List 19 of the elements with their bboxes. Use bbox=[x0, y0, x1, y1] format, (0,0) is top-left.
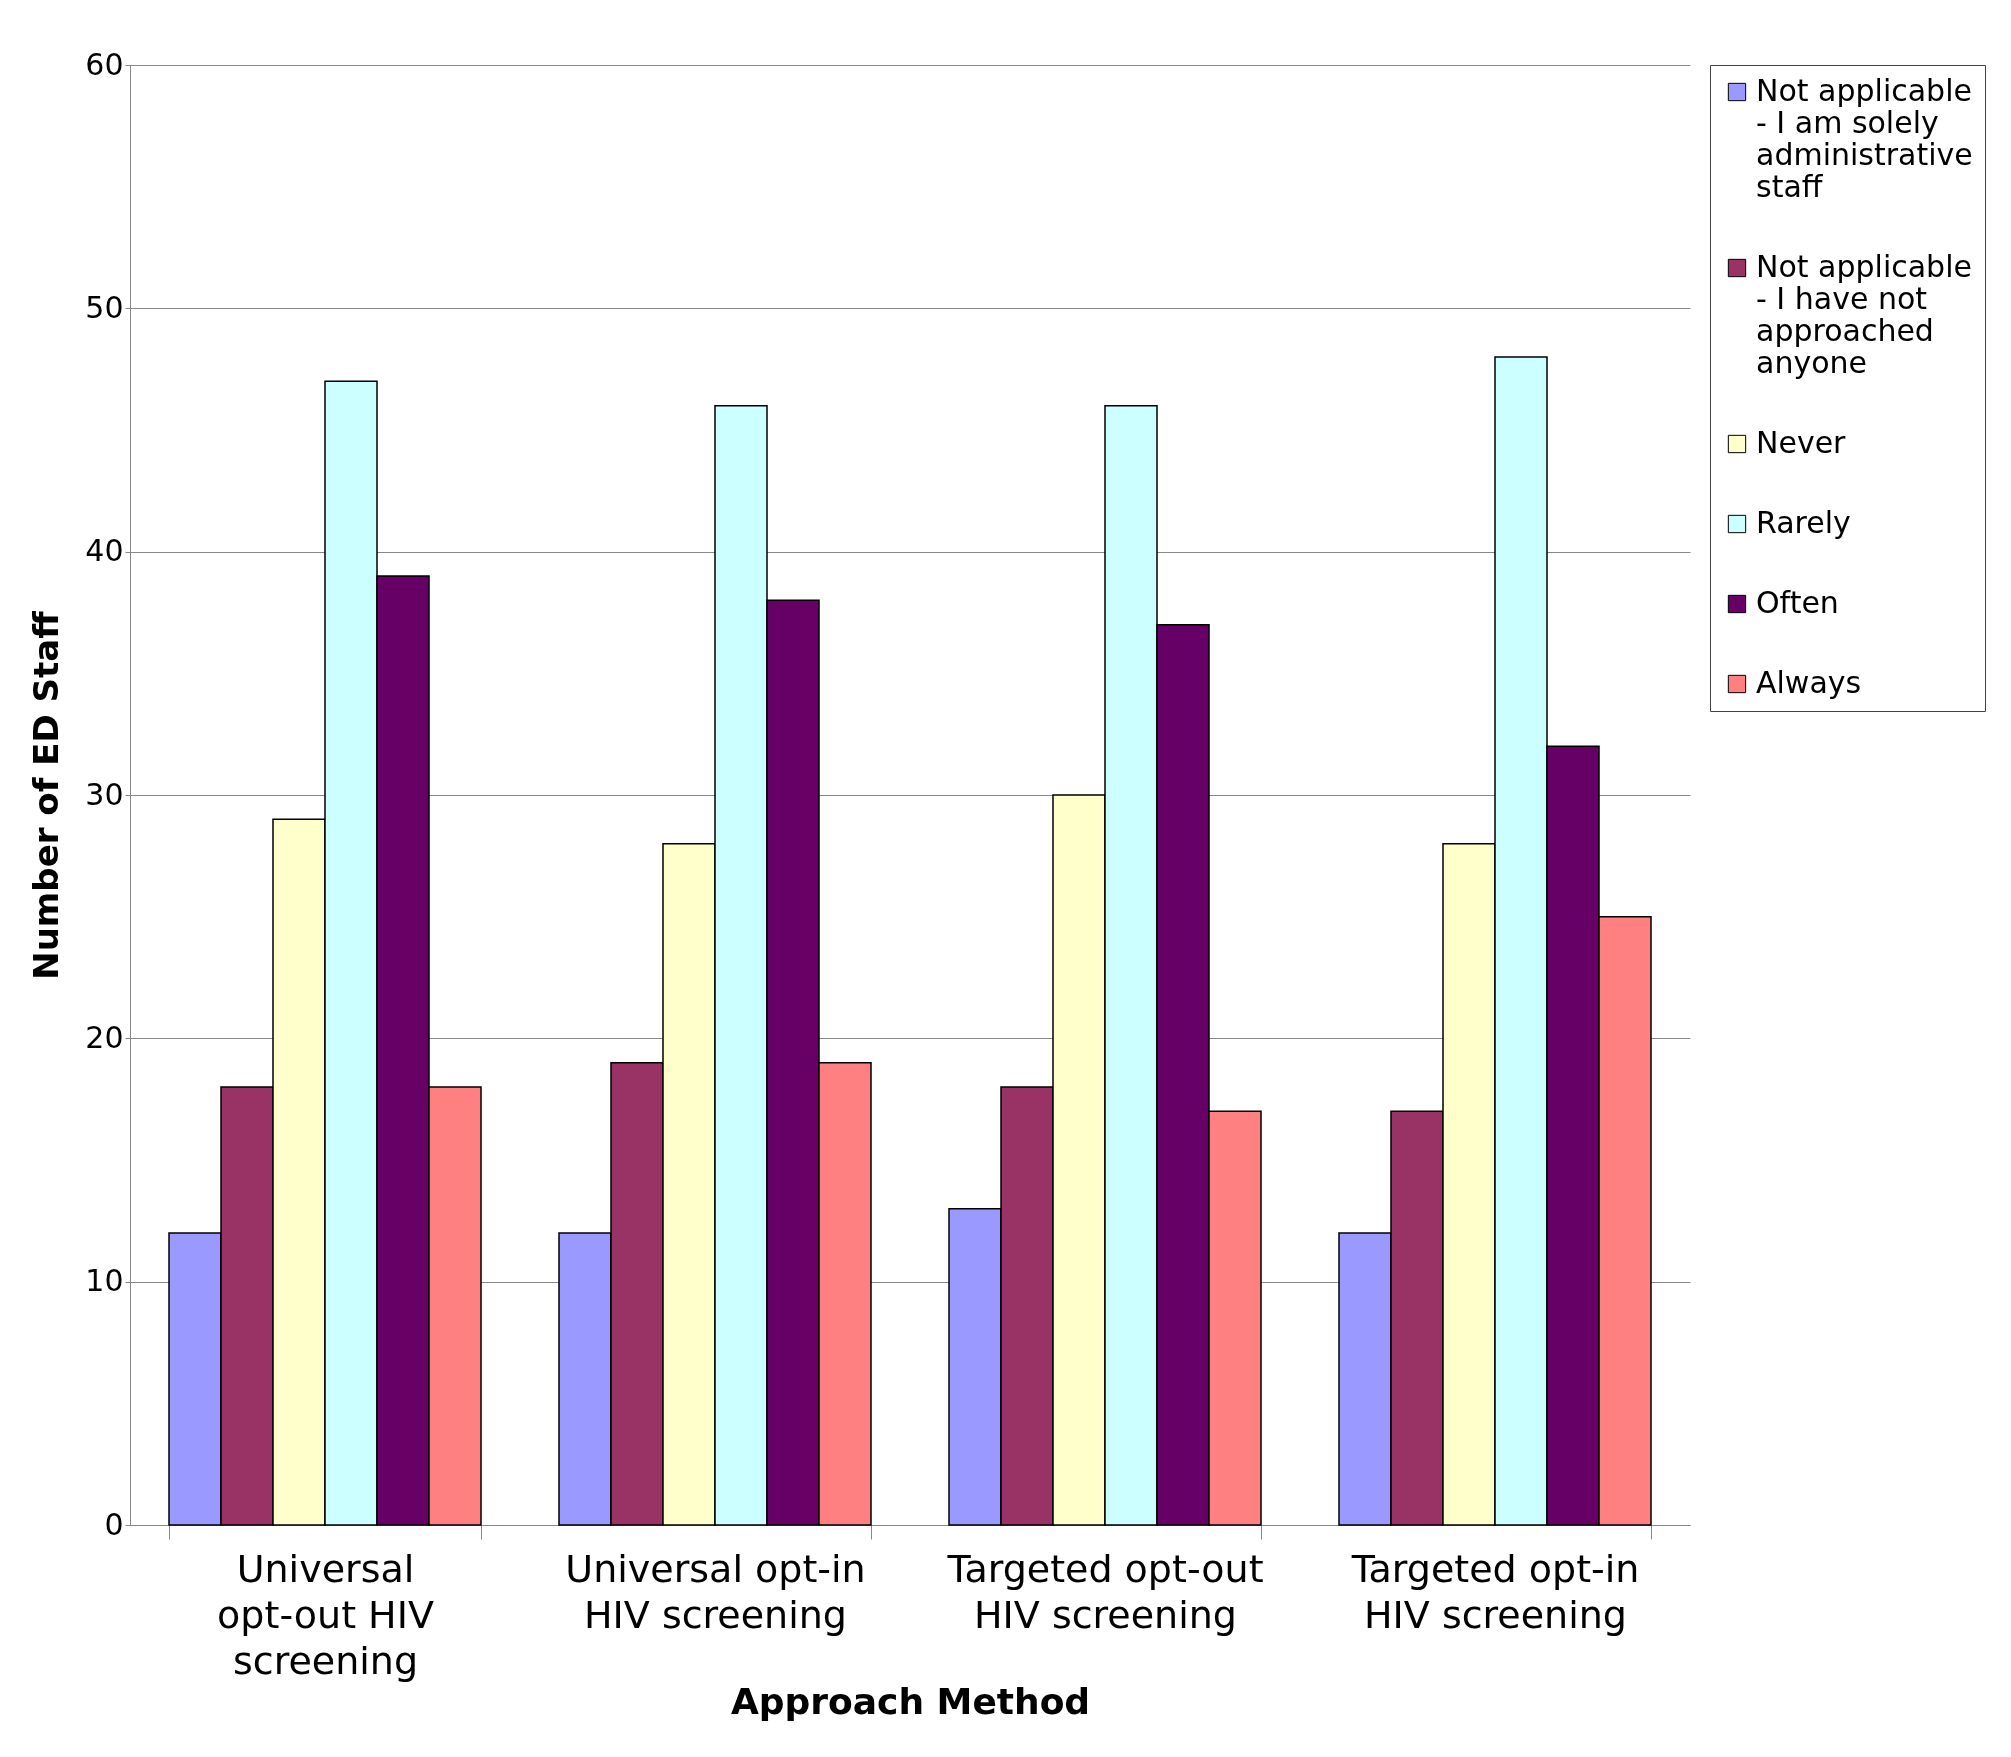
legend-label: Never bbox=[1756, 425, 1847, 460]
y-tick-label: 10 bbox=[85, 1263, 124, 1299]
x-axis-title: Approach Method bbox=[730, 1680, 1091, 1722]
legend-label: Rarely bbox=[1756, 505, 1851, 540]
y-tick-label: 0 bbox=[104, 1506, 124, 1542]
y-tick-label: 60 bbox=[85, 46, 124, 82]
y-tick-label: 40 bbox=[85, 533, 124, 569]
y-tick-label: 50 bbox=[85, 289, 124, 325]
legend-label: Not applicable - I am solely administrative staff bbox=[1756, 73, 1973, 204]
legend-label: Often bbox=[1756, 585, 1839, 620]
y-axis-title: Number of ED Staff bbox=[26, 610, 67, 980]
legend-label: Always bbox=[1756, 665, 1862, 700]
legend-label: Not applicable - I have not approached anyone bbox=[1756, 249, 1972, 380]
x-tick-label: Universal opt-in HIV screening bbox=[565, 1546, 866, 1637]
y-tick-label: 30 bbox=[85, 776, 124, 812]
x-tick-label: Targeted opt-in HIV screening bbox=[1350, 1546, 1640, 1637]
y-tick-label: 20 bbox=[85, 1019, 124, 1055]
x-tick-label: Universal opt-out HIV screening bbox=[217, 1546, 434, 1683]
x-tick-label: Targeted opt-out HIV screening bbox=[946, 1546, 1264, 1637]
